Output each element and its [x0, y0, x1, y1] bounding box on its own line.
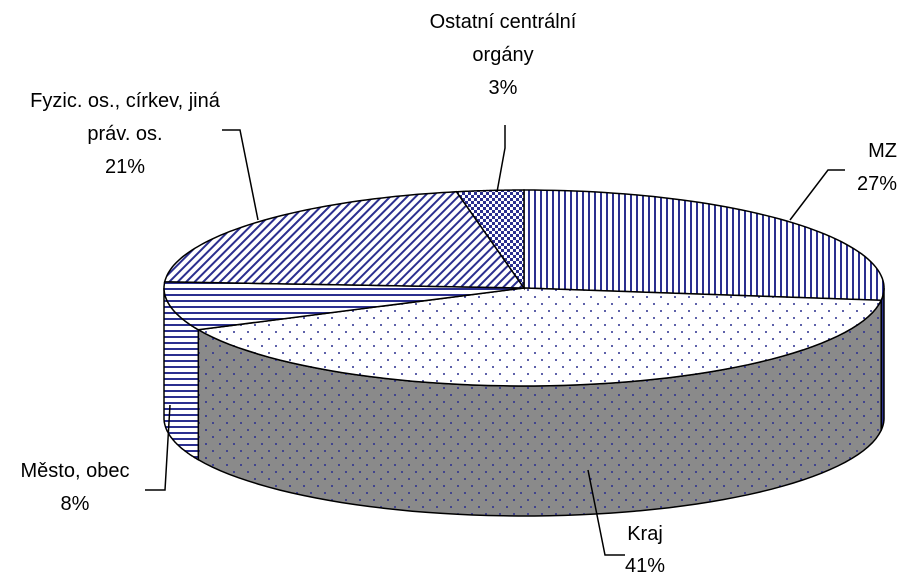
label-box: Fyzic. os., církev, jiná práv. os. 21% — [25, 85, 225, 184]
value-label: 41% — [624, 555, 666, 577]
slice-top — [523, 189, 885, 302]
value-label: 3% — [488, 77, 518, 99]
slice-top — [195, 287, 883, 387]
label-box: Ostatní centrální orgány 3% — [403, 6, 603, 105]
slice-label: Město, obec — [20, 460, 130, 482]
label-box: Město, obec 8% — [0, 455, 150, 521]
leader-line — [587, 469, 625, 556]
slice-label: Kraj — [627, 523, 663, 545]
value-label: 27% — [856, 173, 897, 195]
slice-label: Fyzic. os., církev, jiná práv. os. — [30, 90, 220, 145]
value-label: 8% — [60, 493, 90, 515]
label-box: Kraj 41% — [595, 518, 695, 582]
label-box: MZ 27% — [797, 135, 897, 201]
leader-line — [789, 169, 845, 221]
slice-top — [163, 190, 526, 289]
leader-line — [496, 125, 506, 193]
slice-label: Ostatní centrální orgány — [429, 11, 577, 66]
leader-line — [222, 129, 259, 221]
slice-label: MZ — [868, 140, 897, 162]
slice-top — [455, 189, 525, 291]
slice-top — [163, 281, 525, 331]
value-label: 21% — [104, 156, 146, 178]
leader-line — [145, 404, 171, 491]
